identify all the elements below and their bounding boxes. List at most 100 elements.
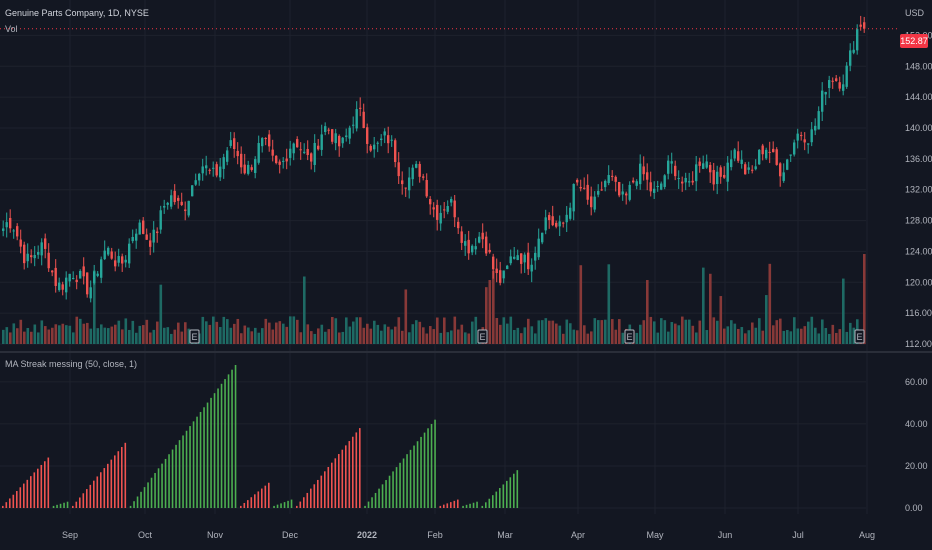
volume-bar — [719, 296, 723, 344]
volume-bar — [800, 328, 803, 344]
volume-bar — [30, 331, 33, 344]
candle-body — [604, 180, 607, 188]
streak-bar — [416, 441, 419, 508]
volume-bar — [345, 317, 348, 344]
candle-body — [61, 284, 64, 290]
volume-bar — [789, 331, 793, 344]
candle-body — [782, 172, 785, 181]
indicator-title[interactable]: MA Streak messing (50, close, 1) — [5, 359, 138, 369]
candle-body — [268, 134, 271, 147]
streak-bar — [107, 463, 109, 508]
volume-bar — [835, 332, 838, 344]
volume-label[interactable]: Vol — [5, 24, 18, 34]
volume-bar — [537, 320, 541, 344]
volume-bar — [261, 328, 264, 344]
candle-body — [306, 148, 309, 155]
volume-bar — [355, 317, 359, 344]
candle-body — [772, 148, 775, 153]
time-tick-label: Jul — [792, 530, 804, 540]
volume-bar — [243, 325, 247, 344]
streak-bar — [345, 445, 347, 508]
candle-body — [513, 256, 516, 259]
indicator-axis[interactable]: 0.00 20.00 40.00 60.00 — [905, 377, 928, 513]
streak-bar — [381, 484, 384, 508]
streak-bar — [290, 499, 293, 508]
streak-bar — [516, 470, 519, 508]
candle-body — [394, 140, 397, 163]
price-axis[interactable]: 112.00 116.00 120.00 124.00 128.00 132.00 136.… — [905, 30, 932, 349]
streak-bar — [264, 485, 267, 508]
candle-body — [800, 135, 803, 137]
candle-body — [831, 80, 834, 82]
volume-bar — [488, 280, 492, 344]
volume-bar — [299, 332, 303, 344]
volume-bar — [761, 330, 765, 344]
volume-bar — [296, 319, 299, 344]
volume-bars — [2, 254, 866, 344]
indicator-tick-label: 60.00 — [905, 377, 928, 387]
candle-body — [37, 252, 40, 255]
candle-body — [243, 164, 246, 174]
volume-bar — [772, 325, 775, 344]
volume-bar — [695, 332, 698, 344]
streak-bar — [364, 505, 366, 508]
volume-bar — [201, 316, 205, 344]
candle-body — [509, 256, 512, 264]
candle-body — [110, 251, 113, 259]
price-tick-label: 124.00 — [905, 246, 932, 256]
volume-bar — [2, 329, 5, 344]
streak-bar — [203, 407, 205, 508]
streak-bar — [154, 473, 156, 508]
candle-body — [51, 270, 54, 273]
volume-bar — [656, 332, 660, 344]
volume-bar — [177, 322, 180, 344]
streak-bar — [40, 464, 43, 508]
volume-bar — [5, 327, 9, 344]
volume-bar — [758, 318, 761, 344]
candle-body — [380, 138, 383, 141]
volume-bar — [341, 331, 345, 344]
earnings-marker-label: E — [191, 332, 197, 342]
streak-bar — [453, 500, 456, 508]
volume-bar — [551, 320, 555, 344]
volume-bar — [100, 324, 103, 344]
candle-body — [79, 270, 82, 279]
candle-body — [551, 216, 554, 226]
volume-bar — [142, 325, 145, 344]
candle-body — [257, 143, 260, 163]
streak-bar — [352, 436, 354, 508]
candle-body — [187, 200, 190, 216]
price-tick-label: 132.00 — [905, 185, 932, 195]
volume-bar — [387, 326, 390, 344]
candle-body — [793, 142, 796, 155]
symbol-title[interactable]: Genuine Parts Company, 1D, NYSE — [5, 8, 149, 18]
volume-bar — [376, 324, 380, 344]
volume-bar — [751, 322, 754, 344]
streak-bar — [320, 475, 323, 508]
volume-bar — [845, 331, 849, 344]
candle-body — [292, 143, 295, 154]
volume-bar — [278, 321, 282, 344]
candle-body — [387, 135, 390, 144]
candle-body — [247, 164, 250, 174]
volume-bar — [439, 332, 443, 344]
time-tick-label: Sep — [62, 530, 78, 540]
streak-bar — [378, 488, 380, 508]
candle-body — [275, 155, 278, 164]
candle-body — [12, 230, 15, 232]
streak-bar — [100, 472, 102, 508]
candle-body — [415, 163, 418, 168]
candle-body — [173, 190, 176, 203]
volume-bar — [667, 331, 670, 344]
volume-bar — [590, 331, 593, 344]
candle-body — [103, 250, 106, 260]
volume-bar — [394, 326, 397, 344]
volume-bar — [121, 329, 124, 344]
time-axis[interactable]: Sep Oct Nov Dec 2022 Feb Mar Apr May Jun Jul Aug — [62, 530, 875, 540]
price-tick-label: 136.00 — [905, 154, 932, 164]
volume-bar — [208, 324, 212, 344]
streak-bar — [171, 449, 174, 508]
volume-bar — [107, 328, 110, 344]
